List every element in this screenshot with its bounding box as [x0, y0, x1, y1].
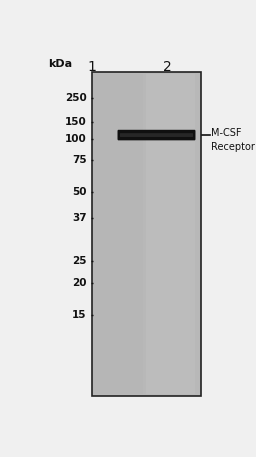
Text: 25: 25	[72, 256, 87, 266]
Text: M-CSF
Receptor: M-CSF Receptor	[210, 128, 254, 152]
Text: 75: 75	[72, 155, 87, 165]
Bar	[92, 72, 201, 396]
FancyBboxPatch shape	[120, 133, 193, 137]
Text: 100: 100	[65, 134, 87, 144]
Bar	[146, 74, 195, 394]
Text: 20: 20	[72, 278, 87, 288]
Text: 2: 2	[163, 60, 171, 74]
FancyBboxPatch shape	[118, 130, 196, 140]
Text: kDa: kDa	[48, 58, 72, 69]
Text: 50: 50	[72, 187, 87, 197]
Text: 1: 1	[87, 60, 96, 74]
Text: 250: 250	[65, 93, 87, 103]
Text: 37: 37	[72, 213, 87, 223]
Bar	[92, 74, 143, 394]
Text: 15: 15	[72, 309, 87, 319]
Text: 150: 150	[65, 117, 87, 127]
